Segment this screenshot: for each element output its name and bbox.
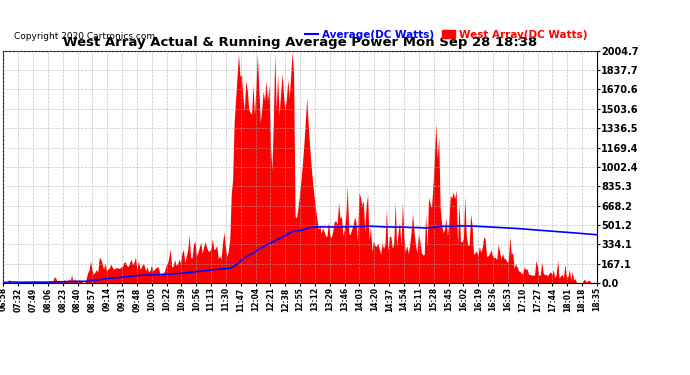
Text: Copyright 2020 Cartronics.com: Copyright 2020 Cartronics.com [14,32,155,41]
Title: West Array Actual & Running Average Power Mon Sep 28 18:38: West Array Actual & Running Average Powe… [63,36,538,50]
Legend: Average(DC Watts), West Array(DC Watts): Average(DC Watts), West Array(DC Watts) [301,26,591,44]
